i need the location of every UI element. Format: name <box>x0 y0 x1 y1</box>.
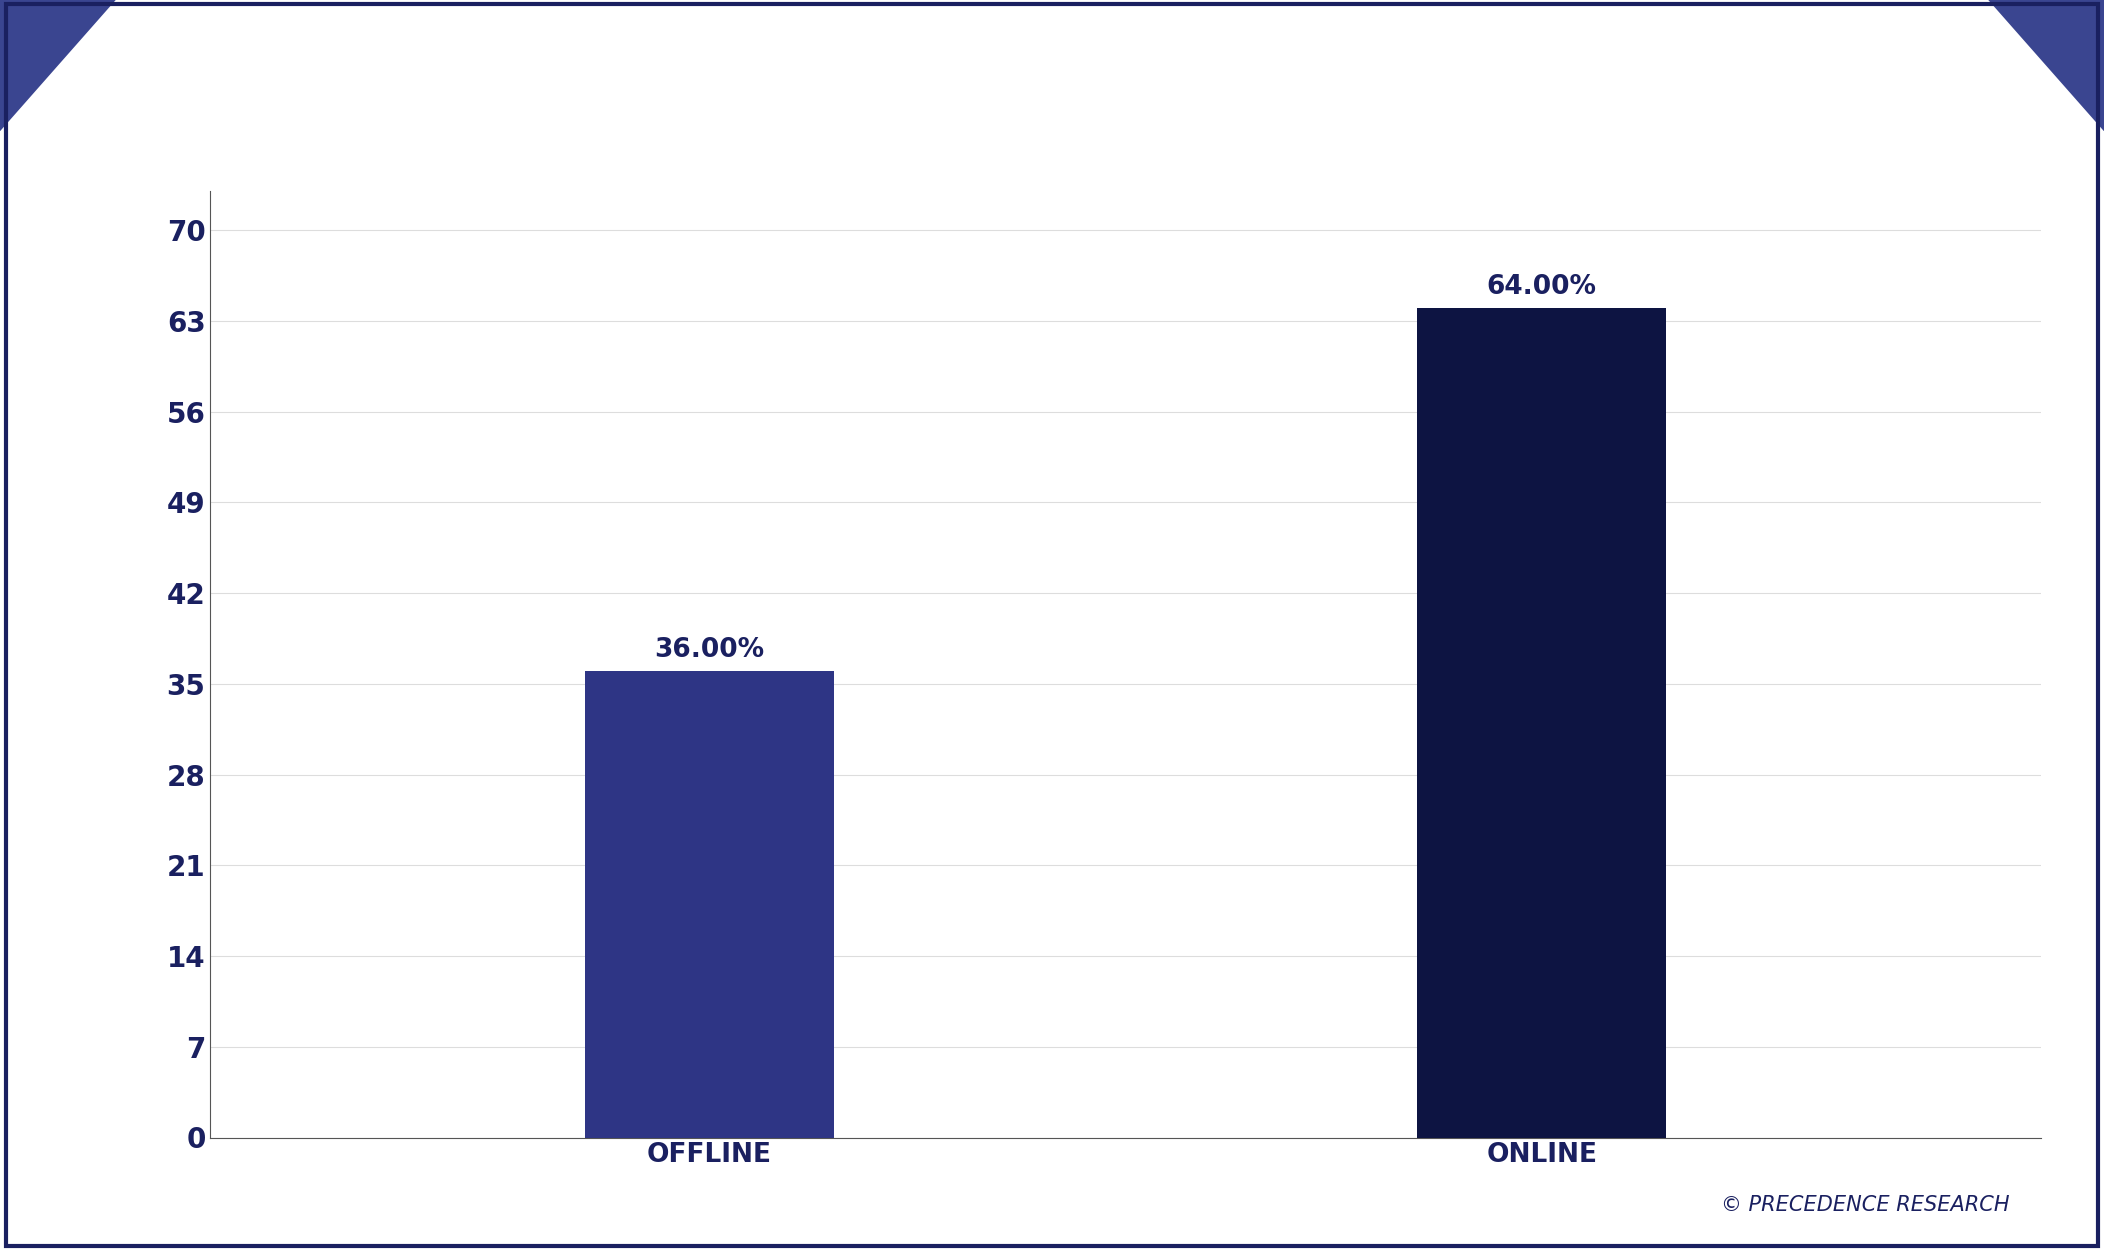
Text: 36.00%: 36.00% <box>654 638 764 662</box>
Bar <box>1416 308 1666 1138</box>
Text: 64.00%: 64.00% <box>1488 274 1597 300</box>
Bar <box>585 671 835 1138</box>
Polygon shape <box>1988 0 2104 131</box>
Text: © PRECEDENCE RESEARCH: © PRECEDENCE RESEARCH <box>1721 1195 2009 1215</box>
Polygon shape <box>0 0 116 131</box>
Text: MIDDLE EAST BUY NOW PAY LATER MARKET SHARE, BY DISTRIBUTION CHANNEL, 2021 (%): MIDDLE EAST BUY NOW PAY LATER MARKET SHA… <box>135 54 1969 88</box>
